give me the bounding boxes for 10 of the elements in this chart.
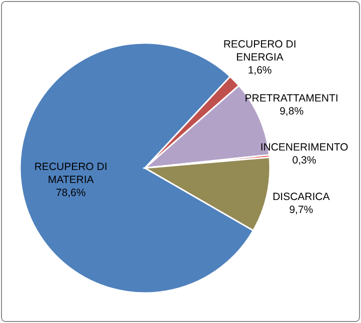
slice-label: PRETRATTAMENTI [244, 92, 338, 104]
data-label: 78,6% [56, 187, 86, 200]
data-label: 0,3% [292, 154, 316, 166]
data-label: 1,6% [248, 64, 272, 77]
slice-label: INCENERIMENTO [260, 141, 348, 154]
slice-label: RECUPERO DI ENERGIA [223, 38, 296, 64]
data-label: 9,8% [280, 105, 304, 118]
slice-label: DISCARICA [272, 191, 330, 204]
data-label: 9,7% [289, 204, 314, 216]
slice-label: RECUPERO DI MATERIA [34, 161, 108, 186]
